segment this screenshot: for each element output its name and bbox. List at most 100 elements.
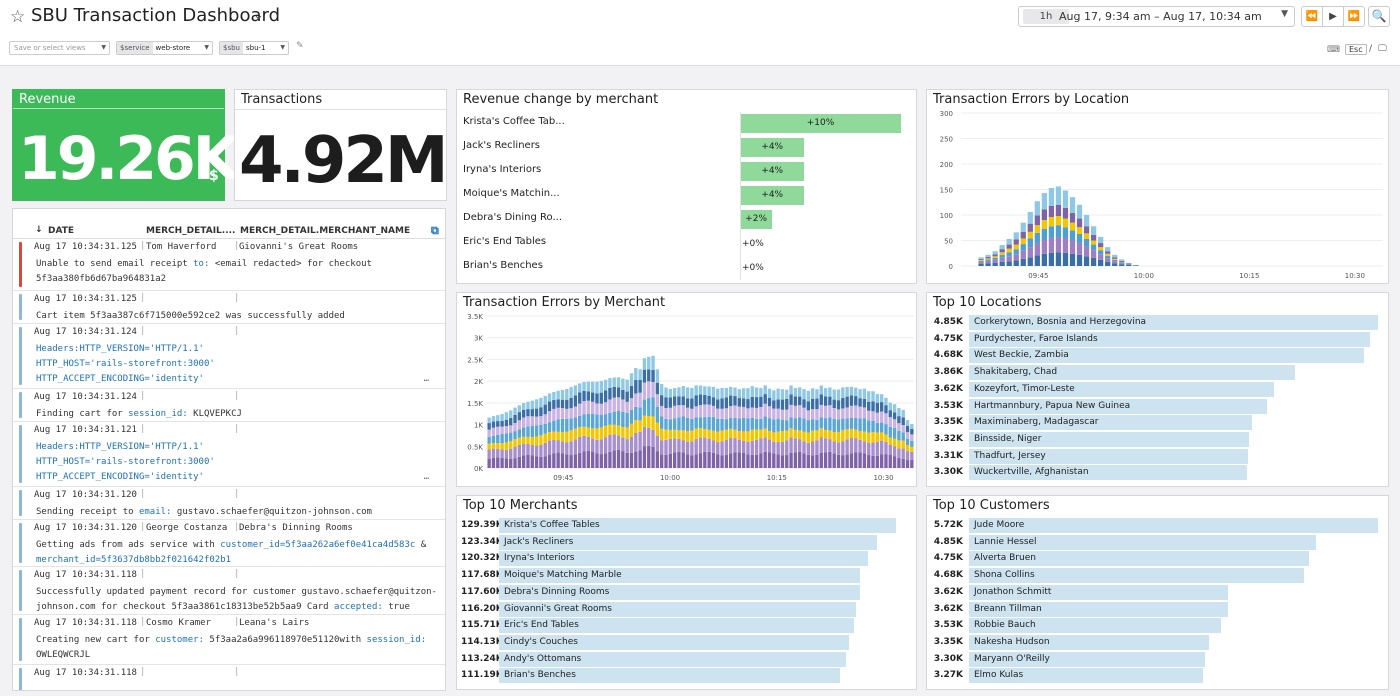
bar-segment[interactable] [569,430,573,442]
bar-segment[interactable] [500,414,504,421]
bar-segment[interactable] [776,431,780,443]
bar-segment[interactable] [879,394,884,403]
bar-segment[interactable] [729,386,733,396]
bar-segment[interactable] [521,417,526,428]
bar-segment[interactable] [1062,207,1069,219]
bar-segment[interactable] [793,405,798,419]
bar-segment[interactable] [815,440,819,455]
bar-segment[interactable] [491,427,496,436]
bar-segment[interactable] [711,417,716,431]
bar-segment[interactable] [828,430,832,440]
bar-segment[interactable] [496,426,500,435]
bar-segment[interactable] [992,251,998,255]
bar-segment[interactable] [560,389,565,400]
bar-segment[interactable] [772,390,776,401]
bar-segment[interactable] [647,415,651,428]
bar-segment[interactable] [875,393,880,403]
bar-segment[interactable] [832,441,836,454]
bar-segment[interactable] [664,408,668,419]
bar-segment[interactable] [845,454,849,468]
bar-segment[interactable] [810,409,815,420]
bar-segment[interactable] [1055,236,1062,253]
bar-segment[interactable] [901,417,905,425]
bar-segment[interactable] [711,386,716,398]
column-merchant-name[interactable]: MERCH_DETAIL.MERCHANT_NAME [240,226,411,236]
top-list-row[interactable]: 117.68K Moique's Matching Marble [461,568,901,584]
bar-segment[interactable] [836,442,841,455]
bar-segment[interactable] [556,390,560,400]
bar-segment[interactable] [1055,216,1062,226]
bar-segment[interactable] [858,389,862,399]
bar-segment[interactable] [1083,226,1090,234]
bar-segment[interactable] [854,438,858,453]
bar-segment[interactable] [487,417,491,424]
bar-segment[interactable] [496,457,500,468]
bar-segment[interactable] [487,437,491,444]
bar-segment[interactable] [905,460,910,468]
bar-segment[interactable] [832,408,836,419]
bar-segment[interactable] [772,453,776,468]
bar-segment[interactable] [724,454,729,468]
bar-segment[interactable] [759,453,763,468]
bar-segment[interactable] [798,396,802,406]
bar-segment[interactable] [985,263,991,266]
bar-segment[interactable] [858,418,862,432]
bar-segment[interactable] [1048,205,1055,218]
bar-segment[interactable] [552,453,556,468]
bar-segment[interactable] [539,424,543,436]
column-merch-detail[interactable]: MERCH_DETAIL.... [146,226,236,236]
bar-segment[interactable] [547,432,552,441]
bar-segment[interactable] [867,391,871,402]
bar-segment[interactable] [509,448,513,459]
bar-segment[interactable] [1069,240,1076,254]
bar-segment[interactable] [879,422,884,433]
bar-segment[interactable] [539,444,543,457]
log-row[interactable]: Aug 17 10:34:31.118 | | Successfully update… [13,567,445,615]
bar-segment[interactable] [530,455,534,468]
bar-segment[interactable] [655,394,660,407]
bar-segment[interactable] [733,417,737,430]
bar-segment[interactable] [789,453,793,468]
bar-segment[interactable] [668,389,672,398]
bar-segment[interactable] [1027,231,1033,239]
bar-segment[interactable] [729,395,733,407]
bar-segment[interactable] [595,428,599,440]
bar-segment[interactable] [1090,240,1097,245]
bar-segment[interactable] [823,418,828,430]
bar-segment[interactable] [707,429,711,439]
bar-segment[interactable] [586,381,591,392]
top-list-row[interactable]: 3.31K Thadfurt, Jersey [931,448,1371,464]
bar-segment[interactable] [841,418,845,431]
bar-segment[interactable] [642,446,647,468]
top-list-row[interactable]: 4.75K Alverta Bruen [931,551,1371,567]
bar-segment[interactable] [642,358,647,370]
bar-segment[interactable] [565,454,569,468]
bar-segment[interactable] [595,414,599,429]
bar-segment[interactable] [806,420,811,433]
bar-segment[interactable] [539,456,543,468]
errors-by-location-chart[interactable]: 300 250 200 150 100 50 0 09:45 10:00 10:15 10:30 [927,108,1388,283]
bar-segment[interactable] [1055,204,1062,217]
bar-segment[interactable] [496,421,500,427]
bar-segment[interactable] [798,451,802,468]
bar-segment[interactable] [1076,227,1083,234]
bar-segment[interactable] [810,388,815,399]
bar-segment[interactable] [552,391,556,400]
bar-segment[interactable] [1119,259,1125,261]
bar-segment[interactable] [849,418,854,429]
bar-segment[interactable] [1097,254,1104,260]
template-var-sbu[interactable]: $sbu sbu-1 ▼ [219,41,289,55]
bar-segment[interactable] [1133,264,1139,266]
bar-segment[interactable] [625,452,629,468]
bar-segment[interactable] [638,431,642,451]
bar-segment[interactable] [1119,263,1125,265]
bar-segment[interactable] [526,401,530,410]
bar-segment[interactable] [862,441,867,454]
bar-segment[interactable] [871,401,875,412]
bar-segment[interactable] [681,452,685,468]
bar-segment[interactable] [664,387,668,398]
bar-segment[interactable] [849,395,854,406]
bar-segment[interactable] [776,408,780,419]
bar-segment[interactable] [634,368,638,381]
bar-segment[interactable] [634,393,638,407]
